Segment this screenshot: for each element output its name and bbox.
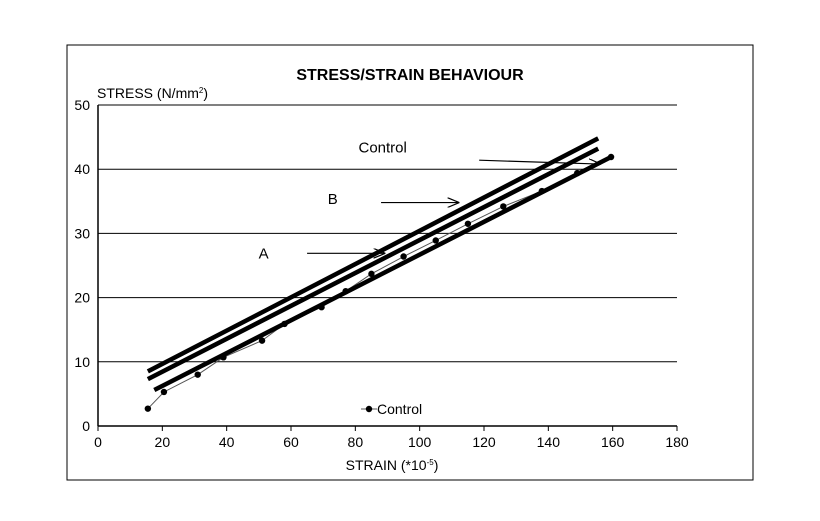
legend: Control (361, 401, 422, 417)
x-axis-label: STRAIN (*10-5) (346, 457, 439, 473)
annotation-label-b: B (328, 191, 338, 208)
x-tick-label: 80 (348, 434, 364, 450)
annotation-arrow-control (479, 160, 600, 164)
data-point (144, 405, 152, 412)
axis-ticks: 0 10 20 30 40 50 0 20 40 60 80 100 120 140 160 180 (74, 97, 688, 450)
data-series (144, 136, 615, 412)
y-tick-label: 0 (82, 418, 90, 434)
x-tick-label: 100 (408, 434, 432, 450)
data-point (194, 371, 201, 378)
data-point (432, 237, 439, 244)
chart-frame (66, 44, 754, 481)
annotation-label-a: A (259, 245, 269, 262)
x-tick-label: 120 (472, 434, 496, 450)
data-point (400, 253, 407, 260)
x-tick-label: 160 (601, 434, 625, 450)
x-tick-label: 0 (94, 434, 102, 450)
y-tick-label: 50 (74, 97, 90, 113)
legend-marker (365, 405, 373, 413)
data-point (500, 203, 507, 210)
y-tick-label: 30 (74, 225, 90, 241)
series-line-control-data (147, 156, 612, 410)
y-tick-label: 40 (74, 161, 90, 177)
series-line-a (153, 154, 613, 393)
x-tick-label: 20 (155, 434, 171, 450)
data-point (160, 388, 168, 396)
data-point (464, 220, 472, 227)
chart-title: STRESS/STRAIN BEHAVIOUR (296, 67, 524, 84)
series-line-control (146, 136, 600, 374)
x-tick-label: 60 (283, 434, 299, 450)
x-tick-label: 140 (537, 434, 561, 450)
annotations: Control B A (259, 140, 600, 262)
grid-lines (98, 104, 677, 363)
x-tick-label: 180 (665, 434, 689, 450)
axes (97, 105, 677, 427)
data-point (368, 270, 375, 278)
x-tick-label: 40 (219, 434, 235, 450)
y-tick-label: 10 (74, 354, 90, 370)
series-line-b (146, 146, 600, 382)
legend-label: Control (377, 401, 422, 417)
y-axis-label: STRESS (N/mm2) (97, 85, 208, 101)
data-point (258, 337, 266, 344)
y-tick-label: 20 (74, 290, 90, 306)
annotation-label-control: Control (358, 140, 406, 157)
